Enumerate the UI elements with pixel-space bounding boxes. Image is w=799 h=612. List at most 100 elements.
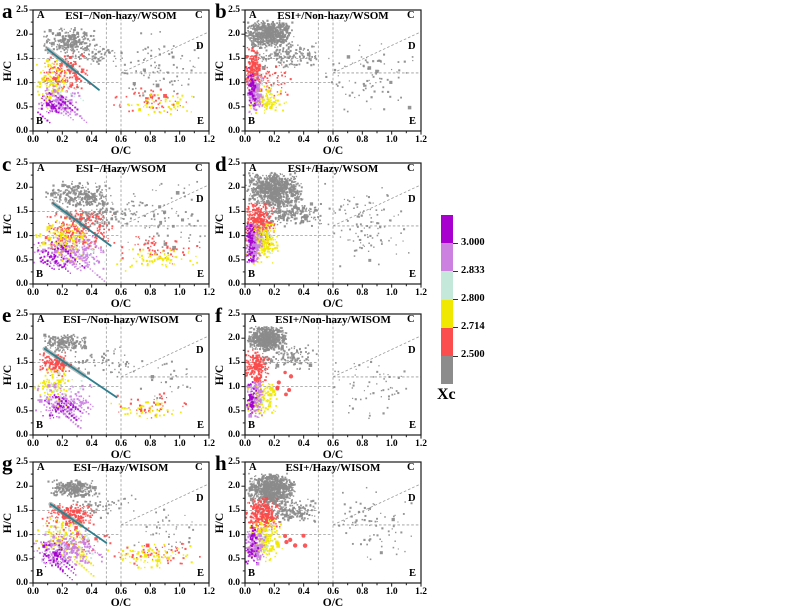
y-tick-label: 2.5 bbox=[228, 5, 240, 15]
colorbar-segment-1 bbox=[441, 243, 453, 272]
panel-letter-d: d bbox=[215, 152, 227, 176]
y-axis-label-c: H/C bbox=[2, 213, 14, 234]
y-tick-label: 1.0 bbox=[228, 77, 240, 88]
y-tick-label: 1.5 bbox=[228, 505, 240, 516]
y-tick-label: 1.0 bbox=[228, 381, 240, 392]
region-label-A-b: A bbox=[249, 10, 257, 21]
y-tick-label: 2.0 bbox=[16, 333, 28, 344]
y-tick-label: 2.0 bbox=[228, 182, 240, 193]
scatter-canvas-c bbox=[26, 159, 216, 291]
y-tick-label: 2.0 bbox=[16, 182, 28, 193]
panel-letter-e: e bbox=[2, 303, 12, 327]
panel-letter-g: g bbox=[2, 451, 13, 475]
x-axis-label-d: O/C bbox=[322, 298, 344, 310]
colorbar-label: 2.833 bbox=[461, 264, 485, 276]
x-tick-label: 0.6 bbox=[115, 135, 127, 145]
region-label-E-e: E bbox=[197, 420, 205, 431]
x-tick-label: 1.2 bbox=[203, 587, 215, 597]
x-tick-label: 0.4 bbox=[297, 439, 310, 449]
x-tick-label: 1.0 bbox=[385, 135, 398, 145]
y-tick-label: 0.0 bbox=[16, 279, 28, 289]
region-label-A-c: A bbox=[37, 163, 45, 174]
x-tick-label: 0.0 bbox=[27, 288, 39, 298]
y-tick-label: 0.5 bbox=[228, 553, 240, 564]
colorbar-segment-3 bbox=[441, 299, 453, 328]
y-tick-label: 0.0 bbox=[228, 279, 240, 289]
y-axis-label-f: H/C bbox=[214, 364, 226, 385]
y-tick-label: 1.0 bbox=[16, 230, 28, 241]
y-axis-label-d: H/C bbox=[214, 213, 226, 234]
y-axis-label-e: H/C bbox=[2, 364, 14, 385]
y-tick-label: 2.5 bbox=[228, 158, 240, 168]
y-tick-label: 0.0 bbox=[228, 578, 240, 588]
panel-letter-h: h bbox=[215, 451, 227, 475]
x-tick-label: 1.0 bbox=[173, 135, 186, 145]
colorbar-label: 3.000 bbox=[461, 236, 485, 248]
x-tick-label: 0.6 bbox=[327, 587, 339, 597]
colorbar-gradient bbox=[441, 215, 521, 385]
scatter-canvas-h bbox=[238, 458, 428, 590]
y-tick-label: 1.5 bbox=[16, 53, 28, 64]
x-tick-label: 0.8 bbox=[144, 288, 157, 298]
x-tick-label: 1.0 bbox=[173, 439, 186, 449]
y-tick-label: 1.5 bbox=[16, 206, 28, 217]
colorbar-title: Xc bbox=[437, 386, 456, 403]
colorbar-segment-2 bbox=[441, 271, 453, 300]
y-tick-label: 2.0 bbox=[228, 333, 240, 344]
colorbar-label: 2.500 bbox=[461, 349, 485, 361]
y-tick-label: 1.0 bbox=[16, 381, 28, 392]
region-label-B-b: B bbox=[248, 116, 256, 127]
colorbar-segment-0 bbox=[441, 215, 453, 244]
y-tick-label: 2.5 bbox=[16, 158, 28, 168]
x-tick-label: 0.4 bbox=[85, 135, 98, 145]
region-label-D-e: D bbox=[196, 345, 204, 356]
y-tick-label: 2.5 bbox=[228, 457, 240, 467]
region-label-D-h: D bbox=[408, 493, 416, 504]
x-tick-label: 0.2 bbox=[268, 135, 281, 145]
region-label-B-a: B bbox=[36, 116, 44, 127]
x-tick-label: 0.0 bbox=[239, 439, 251, 449]
x-axis-label-c: O/C bbox=[110, 298, 132, 310]
region-label-C-h: C bbox=[407, 462, 415, 473]
region-label-C-e: C bbox=[195, 314, 203, 325]
x-tick-label: 0.6 bbox=[115, 439, 127, 449]
x-tick-label: 0.4 bbox=[297, 288, 310, 298]
y-tick-label: 2.5 bbox=[16, 309, 28, 319]
region-label-D-f: D bbox=[408, 345, 416, 356]
y-tick-label: 1.0 bbox=[228, 529, 240, 540]
region-label-D-d: D bbox=[408, 194, 416, 205]
x-tick-label: 0.2 bbox=[268, 439, 281, 449]
y-tick-label: 0.0 bbox=[16, 126, 28, 136]
panel-title-d: ESI+/Hazy/WSOM bbox=[287, 163, 379, 175]
region-label-A-d: A bbox=[249, 163, 257, 174]
panel-letter-f: f bbox=[215, 303, 222, 327]
y-tick-label: 1.0 bbox=[228, 230, 240, 241]
region-label-D-g: D bbox=[196, 493, 204, 504]
y-axis-label-h: H/C bbox=[214, 512, 226, 533]
region-label-B-d: B bbox=[248, 269, 256, 280]
y-tick-label: 2.0 bbox=[228, 29, 240, 40]
x-tick-label: 0.4 bbox=[85, 288, 98, 298]
panel-title-e: ESI−/Non-hazy/WISOM bbox=[63, 314, 179, 326]
x-tick-label: 1.2 bbox=[203, 135, 215, 145]
region-label-C-d: C bbox=[407, 163, 415, 174]
y-tick-label: 1.5 bbox=[228, 357, 240, 368]
x-axis-label-g: O/C bbox=[110, 597, 132, 609]
y-axis-label-a: H/C bbox=[2, 60, 14, 81]
x-tick-label: 0.0 bbox=[239, 288, 251, 298]
y-tick-label: 2.5 bbox=[16, 5, 28, 15]
scatter-canvas-d bbox=[238, 159, 428, 291]
y-tick-label: 2.5 bbox=[16, 457, 28, 467]
x-tick-label: 0.6 bbox=[115, 587, 127, 597]
panel-title-h: ESI+/Hazy/WISOM bbox=[285, 462, 381, 474]
y-tick-label: 0.0 bbox=[228, 126, 240, 136]
panel-letter-a: a bbox=[2, 0, 13, 23]
x-axis-label-b: O/C bbox=[322, 145, 344, 157]
region-label-B-e: B bbox=[36, 420, 44, 431]
scatter-canvas-g bbox=[26, 458, 216, 590]
region-label-B-c: B bbox=[36, 269, 44, 280]
colorbar-tick bbox=[453, 327, 458, 329]
y-tick-label: 0.0 bbox=[16, 578, 28, 588]
x-tick-label: 1.2 bbox=[415, 587, 427, 597]
